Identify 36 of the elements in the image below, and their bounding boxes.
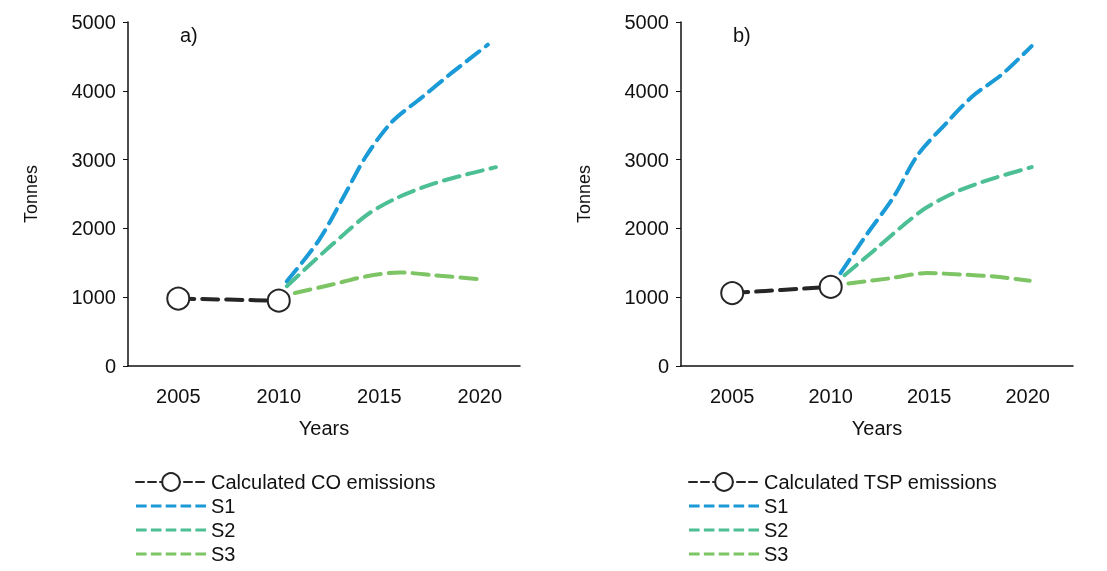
y-axis-title: Tonnes	[21, 164, 41, 224]
legend-label: S2	[764, 519, 789, 541]
y-tick-label: 2000	[624, 217, 669, 240]
x-tick-label: 2005	[709, 385, 755, 407]
y-tick-label: 0	[657, 355, 669, 377]
x-axis-title: Years	[298, 417, 350, 439]
y-tick-label: 5000	[71, 11, 116, 33]
x-tick-label: 2010	[808, 385, 853, 407]
legend-label: S1	[764, 495, 789, 517]
annotation: a)	[180, 24, 198, 46]
x-tick-label: 2005	[156, 385, 201, 407]
y-axis-title: Tonnes	[574, 164, 594, 224]
x-tick-label: 2015	[906, 385, 952, 407]
y-tick-label: 0	[104, 355, 116, 377]
legend-label: S1	[211, 495, 236, 517]
y-tick-label: 4000	[624, 79, 669, 102]
x-axis-title: Years	[851, 417, 903, 439]
annotation: b)	[733, 24, 751, 46]
legend-label: S3	[764, 543, 789, 565]
y-tick-label: 3000	[624, 148, 669, 171]
line-series	[846, 271, 1032, 286]
legend-label: S3	[211, 543, 236, 565]
legend-label: Calculated CO emissions	[211, 471, 436, 493]
x-tick-label: 2020	[457, 385, 503, 407]
y-tick-label: 5000	[624, 11, 669, 33]
x-tick-label: 2010	[256, 385, 302, 407]
y-tick-label: 1000	[71, 286, 116, 309]
line-series	[284, 42, 490, 284]
x-tick-label: 2020	[1005, 385, 1050, 407]
legend-label: S2	[211, 519, 236, 541]
y-tick-label: 1000	[624, 286, 669, 309]
y-tick-label: 3000	[71, 148, 116, 171]
x-tick-label: 2015	[357, 385, 402, 407]
legend-label: Calculated TSP emissions	[764, 471, 997, 493]
y-tick-label: 4000	[71, 79, 116, 102]
y-tick-label: 2000	[71, 217, 116, 240]
